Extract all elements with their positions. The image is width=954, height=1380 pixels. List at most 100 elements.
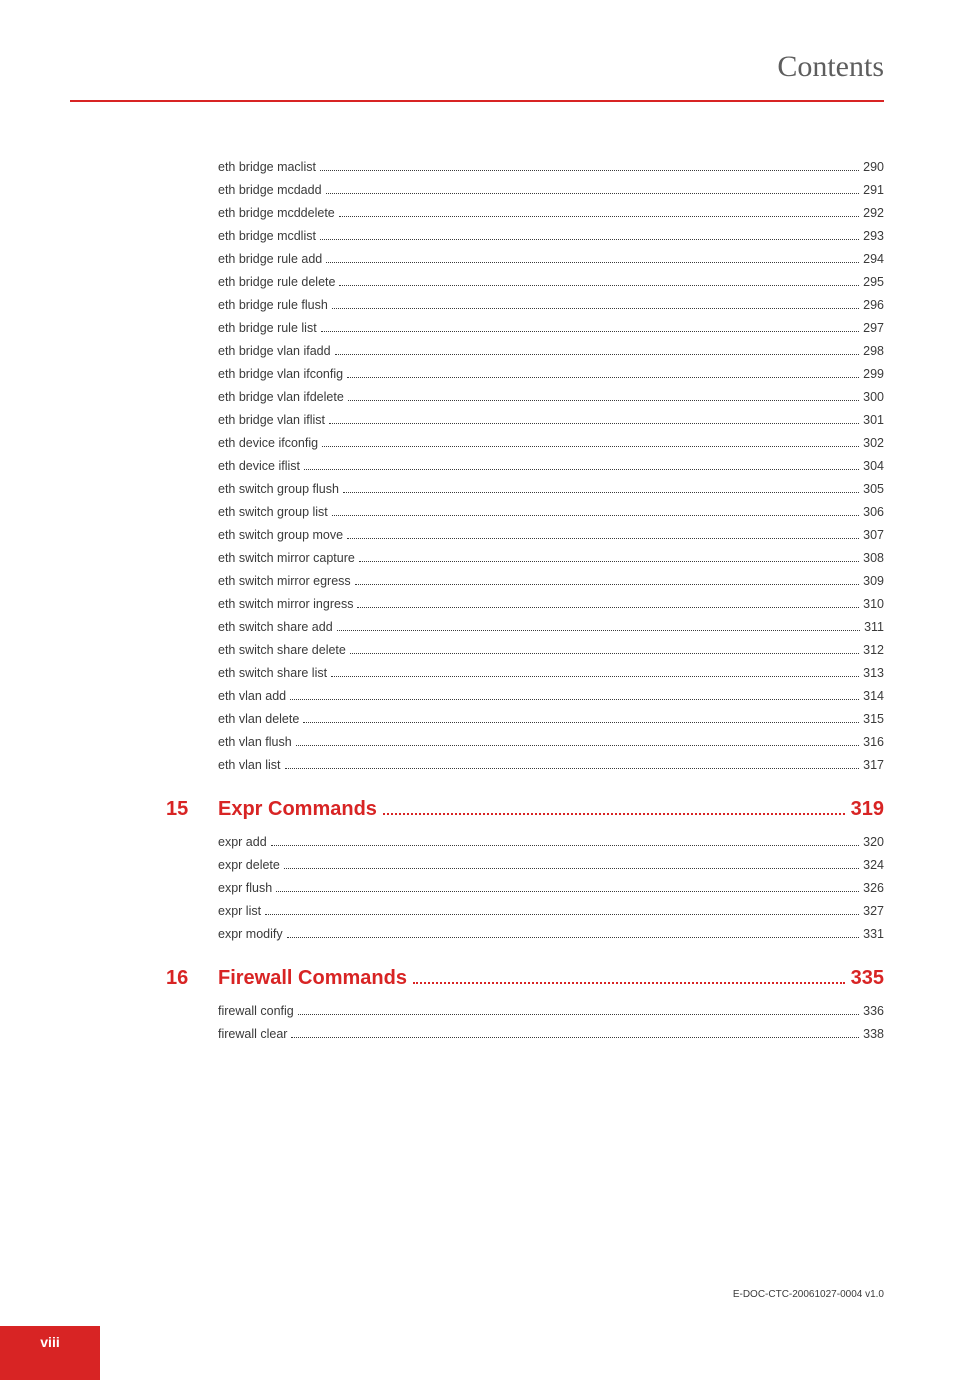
toc-entry-page: 312 (863, 643, 884, 657)
toc-entry[interactable]: expr delete324 (218, 858, 884, 872)
toc-entry[interactable]: eth bridge vlan ifconfig299 (218, 367, 884, 381)
toc-entry[interactable]: eth bridge mcddelete292 (218, 206, 884, 220)
toc-entry-label: eth vlan delete (218, 712, 299, 726)
toc-section-page: 319 (851, 798, 884, 821)
toc-leader-dots (329, 417, 859, 425)
toc-entry-label: eth bridge rule flush (218, 298, 328, 312)
toc-entry-page: 311 (864, 620, 884, 634)
toc-section-page: 335 (851, 967, 884, 990)
toc-entry[interactable]: eth switch group list 306 (218, 505, 884, 519)
toc-entry-page: 308 (863, 551, 884, 565)
toc-entry[interactable]: eth bridge rule flush296 (218, 298, 884, 312)
toc-entry-label: eth bridge mcdlist (218, 229, 316, 243)
toc-entry[interactable]: eth bridge vlan ifadd298 (218, 344, 884, 358)
toc-entry-page: 314 (863, 689, 884, 703)
toc-entry-page: 327 (863, 904, 884, 918)
toc-entry[interactable]: eth bridge vlan ifdelete 300 (218, 390, 884, 404)
toc-entry[interactable]: eth switch group flush305 (218, 482, 884, 496)
toc-entry[interactable]: expr modify331 (218, 927, 884, 941)
toc-entry[interactable]: eth device ifconfig302 (218, 436, 884, 450)
toc-leader-dots (304, 463, 859, 471)
toc-leader-dots (326, 187, 860, 195)
toc-leader-dots (271, 839, 859, 847)
toc-entry-label: eth device iflist (218, 459, 300, 473)
toc-entry[interactable]: eth switch share add311 (218, 620, 884, 634)
toc-leader-dots (347, 371, 859, 379)
toc-entry-label: eth switch group flush (218, 482, 339, 496)
header-rule (70, 100, 884, 102)
toc-leader-dots (335, 348, 860, 356)
toc-leader-dots (343, 486, 859, 494)
toc-entry[interactable]: eth bridge rule list297 (218, 321, 884, 335)
toc-entry[interactable]: firewall config 336 (218, 1004, 884, 1018)
toc-entry[interactable]: eth device iflist304 (218, 459, 884, 473)
toc-entry[interactable]: eth bridge rule add294 (218, 252, 884, 266)
toc-entry-page: 300 (863, 390, 884, 404)
toc-entry-label: eth switch share list (218, 666, 327, 680)
toc-entry-label: eth switch share delete (218, 643, 346, 657)
toc-entry[interactable]: eth bridge rule delete 295 (218, 275, 884, 289)
toc-entry-page: 310 (863, 597, 884, 611)
toc-section-heading[interactable]: 15Expr Commands319 (218, 798, 884, 821)
toc-leader-dots (331, 670, 859, 678)
toc-entry[interactable]: eth vlan list317 (218, 758, 884, 772)
toc-entry-page: 315 (863, 712, 884, 726)
toc-entry-label: eth switch mirror egress (218, 574, 351, 588)
toc-leader-dots (413, 973, 845, 984)
toc-entry[interactable]: eth switch share list313 (218, 666, 884, 680)
toc-entry-label: eth bridge rule add (218, 252, 322, 266)
toc-entry[interactable]: eth switch group move307 (218, 528, 884, 542)
toc-leader-dots (291, 1031, 859, 1039)
toc-entry-page: 316 (863, 735, 884, 749)
toc-entry-page: 331 (863, 927, 884, 941)
toc-entry[interactable]: eth switch mirror ingress 310 (218, 597, 884, 611)
toc-leader-dots (332, 302, 859, 310)
toc-container: eth bridge maclist290eth bridge mcdadd29… (218, 160, 884, 1050)
toc-entry-label: firewall config (218, 1004, 294, 1018)
toc-entry-label: eth bridge vlan iflist (218, 413, 325, 427)
toc-entry-page: 290 (863, 160, 884, 174)
toc-leader-dots (357, 601, 859, 609)
toc-entry-page: 324 (863, 858, 884, 872)
toc-entry[interactable]: eth vlan add314 (218, 689, 884, 703)
toc-entry[interactable]: expr add320 (218, 835, 884, 849)
toc-entry-label: eth switch mirror ingress (218, 597, 353, 611)
toc-leader-dots (332, 509, 859, 517)
toc-entry-label: eth switch group move (218, 528, 343, 542)
toc-section-title: Firewall Commands (218, 967, 407, 990)
toc-leader-dots (276, 885, 859, 893)
toc-entry[interactable]: eth switch mirror egress309 (218, 574, 884, 588)
toc-entry[interactable]: firewall clear338 (218, 1027, 884, 1041)
toc-entry[interactable]: expr flush326 (218, 881, 884, 895)
document-id: E-DOC-CTC-20061027-0004 v1.0 (733, 1289, 884, 1300)
toc-entry-page: 306 (863, 505, 884, 519)
toc-leader-dots (320, 164, 859, 172)
toc-entry[interactable]: eth switch mirror capture308 (218, 551, 884, 565)
toc-leader-dots (285, 762, 860, 770)
toc-entry[interactable]: eth switch share delete 312 (218, 643, 884, 657)
toc-leader-dots (383, 804, 845, 815)
toc-entry-label: eth switch group list (218, 505, 328, 519)
toc-section-heading[interactable]: 16Firewall Commands335 (218, 967, 884, 990)
toc-entry[interactable]: eth bridge maclist290 (218, 160, 884, 174)
toc-entry-page: 295 (863, 275, 884, 289)
toc-entry-page: 292 (863, 206, 884, 220)
toc-entry-page: 336 (863, 1004, 884, 1018)
toc-entry-label: eth bridge rule delete (218, 275, 335, 289)
toc-entry-label: eth bridge vlan ifdelete (218, 390, 344, 404)
toc-section-title: Expr Commands (218, 798, 377, 821)
toc-entry[interactable]: expr list327 (218, 904, 884, 918)
toc-entry[interactable]: eth vlan flush316 (218, 735, 884, 749)
toc-leader-dots (348, 394, 859, 402)
toc-leader-dots (287, 931, 860, 939)
toc-entry[interactable]: eth vlan delete 315 (218, 712, 884, 726)
toc-entry-page: 293 (863, 229, 884, 243)
toc-entry-label: eth bridge mcdadd (218, 183, 322, 197)
toc-entry[interactable]: eth bridge mcdadd291 (218, 183, 884, 197)
toc-leader-dots (265, 908, 859, 916)
toc-entry[interactable]: eth bridge vlan iflist301 (218, 413, 884, 427)
toc-leader-dots (355, 578, 859, 586)
toc-entry[interactable]: eth bridge mcdlist 293 (218, 229, 884, 243)
toc-leader-dots (339, 210, 859, 218)
toc-leader-dots (339, 279, 859, 287)
